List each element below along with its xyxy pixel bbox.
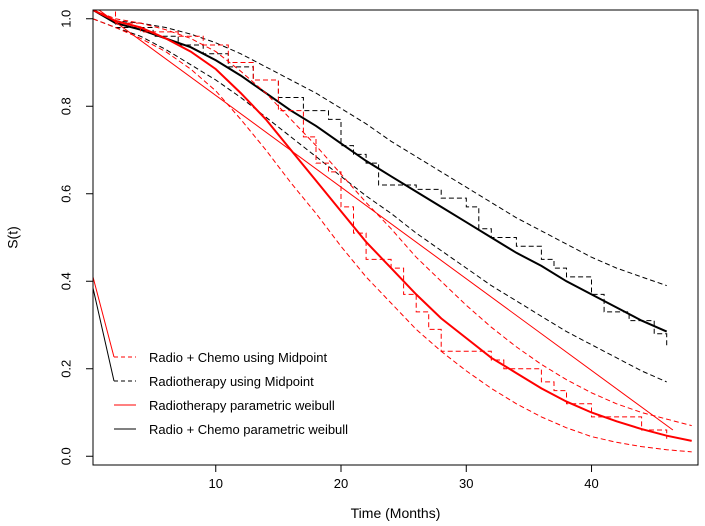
series-line-7 [93, 10, 692, 427]
x-axis-label: Time (Months) [351, 505, 441, 521]
x-tick-label: 30 [459, 476, 473, 491]
x-tick-label: 20 [334, 476, 348, 491]
axes: 10 20 30 40 0.0 0.2 0.4 0.6 0.8 1.0 [58, 10, 598, 491]
series-line-1 [93, 10, 668, 333]
series-line-9 [93, 10, 668, 439]
y-axis-label: S(t) [5, 226, 21, 249]
legend: Radio + Chemo using Midpoint Radiotherapy… [92, 276, 348, 437]
legend-leader [92, 287, 115, 382]
series-line-3 [93, 18, 667, 383]
series-layer [93, 10, 692, 453]
series-line-6 [98, 10, 674, 431]
y-tick-label: 1.0 [58, 10, 73, 28]
series-line-8 [93, 18, 692, 453]
plot-frame [92, 9, 699, 466]
legend-leader [92, 276, 115, 358]
series-line-2 [93, 10, 667, 287]
legend-label: Radio + Chemo using Midpoint [149, 350, 328, 365]
legend-label: Radiotherapy parametric weibull [149, 398, 335, 413]
y-tick-label: 0.4 [58, 272, 73, 290]
y-tick-label: 0.8 [58, 97, 73, 115]
y-tick-label: 0.6 [58, 185, 73, 203]
legend-label: Radio + Chemo parametric weibull [149, 422, 348, 437]
series-line-4 [93, 10, 668, 347]
y-tick-label: 0.0 [58, 447, 73, 465]
x-tick-label: 10 [209, 476, 223, 491]
legend-label: Radiotherapy using Midpoint [149, 374, 314, 389]
x-tick-label: 40 [584, 476, 598, 491]
y-tick-label: 0.2 [58, 360, 73, 378]
